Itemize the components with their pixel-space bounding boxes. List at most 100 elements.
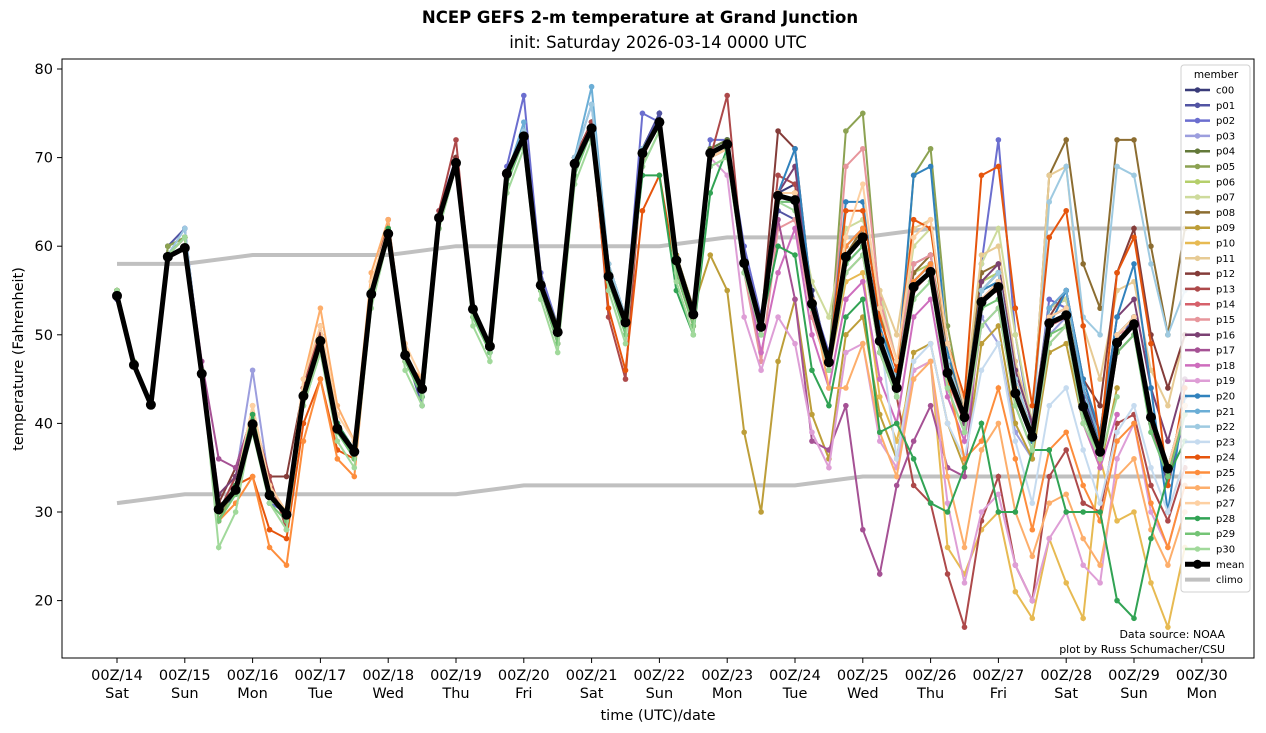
member-point (893, 482, 900, 489)
member-point (1046, 296, 1053, 303)
member-point (775, 243, 781, 249)
member-point (215, 456, 222, 462)
member-point (1097, 456, 1103, 462)
legend-item-p07: p07 (1185, 193, 1235, 204)
legend-label: p20 (1216, 392, 1235, 403)
member-point (1046, 305, 1053, 312)
member-point (910, 216, 917, 223)
member-point (605, 305, 612, 312)
x-tick-label-time: 00Z/26 (905, 668, 957, 684)
member-point (893, 394, 900, 400)
y-tick-label: 20 (35, 594, 53, 610)
legend-item-c00: c00 (1185, 86, 1234, 97)
member-point (1063, 429, 1069, 436)
member-point (860, 225, 866, 232)
member-point (1012, 509, 1019, 515)
x-tick-label-day: Fri (515, 686, 532, 702)
member-point (470, 323, 476, 329)
member-point (1063, 137, 1069, 143)
mean-point (891, 382, 902, 393)
member-point (775, 128, 781, 134)
legend-item-p06: p06 (1185, 177, 1235, 188)
member-point (978, 278, 985, 285)
mean-point (942, 367, 953, 378)
mean-point (1095, 446, 1106, 457)
x-tick-label-time: 00Z/15 (159, 668, 211, 684)
member-point (792, 296, 798, 303)
x-axis-label: time (UTC)/date (600, 708, 715, 724)
legend-item-p18: p18 (1185, 361, 1235, 372)
member-point (910, 314, 917, 320)
mean-point (874, 336, 885, 347)
legend-label: p04 (1216, 147, 1235, 158)
member-point (927, 296, 934, 303)
member-point (843, 314, 849, 320)
legend-marker (1194, 546, 1201, 552)
y-tick-label: 40 (35, 416, 53, 432)
member-point (944, 473, 951, 480)
mean-point (1010, 388, 1021, 399)
member-point (453, 137, 459, 143)
mean-point (586, 123, 597, 134)
member-point (1063, 305, 1069, 312)
member-point (1012, 332, 1019, 338)
mean-point (1129, 319, 1139, 330)
member-point (978, 447, 985, 453)
member-point (300, 438, 307, 444)
member-line-p02 (116, 95, 1186, 515)
member-point (860, 207, 866, 214)
member-point (1097, 562, 1103, 568)
member-point (165, 243, 171, 249)
member-point (927, 402, 934, 409)
legend-label: p18 (1216, 361, 1235, 372)
member-series-p29 (114, 127, 1188, 524)
mean-point (145, 399, 156, 410)
mean-point (196, 368, 207, 379)
member-point (1131, 509, 1137, 515)
member-point (266, 500, 273, 506)
legend-marker (1194, 102, 1201, 109)
member-point (622, 376, 629, 382)
member-point (249, 367, 256, 374)
member-series-p08 (114, 118, 1188, 515)
legend-label: p01 (1216, 101, 1235, 112)
legend-item-p27: p27 (1185, 499, 1235, 510)
mean-point (501, 168, 512, 179)
member-point (707, 190, 714, 196)
mean-point (959, 412, 970, 423)
x-tick-label-day: Wed (847, 686, 879, 702)
member-point (1029, 597, 1036, 604)
mean-point (790, 195, 800, 206)
member-point (1063, 287, 1069, 294)
legend-marker (1194, 301, 1201, 308)
mean-point (128, 359, 139, 370)
member-point (792, 190, 798, 196)
member-point (1114, 163, 1120, 170)
member-point (1114, 385, 1120, 391)
mean-point (535, 280, 546, 291)
mean-point (179, 242, 190, 253)
mean-point (925, 266, 936, 277)
member-point (1046, 199, 1053, 205)
member-series-p05 (114, 110, 1188, 525)
member-point (1165, 473, 1171, 480)
member-point (961, 473, 968, 480)
y-tick-label: 80 (35, 62, 53, 78)
legend-item-p20: p20 (1185, 392, 1235, 403)
member-point (876, 394, 883, 400)
member-point (758, 367, 764, 374)
member-point (843, 128, 849, 134)
member-point (1097, 402, 1103, 409)
member-point (944, 340, 951, 347)
mean-point (705, 148, 716, 159)
member-point (758, 509, 764, 515)
legend-marker (1194, 117, 1201, 124)
mean-point (332, 423, 343, 434)
legend-marker (1194, 530, 1201, 537)
member-point (1114, 473, 1120, 480)
member-point (1148, 535, 1154, 542)
member-series-c00 (114, 109, 1188, 515)
member-point (656, 110, 663, 117)
mean-point (739, 258, 750, 269)
legend-marker (1193, 559, 1202, 569)
